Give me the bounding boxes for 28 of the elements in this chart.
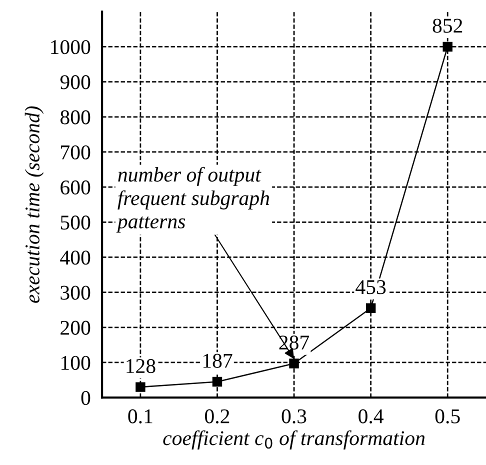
x-tick-label: 0.4 [358,409,384,424]
x-tick-label: 0.3 [282,409,306,424]
y-tick-label: 0 [81,390,90,406]
x-tick-label: 0.1 [128,409,152,424]
annotation: 187 [203,354,232,368]
y-tick-label: 900 [60,75,90,90]
point [136,382,146,392]
x-axis-title: coefficient c$_{0}$ of transformation [163,430,425,450]
y-tick-label: 800 [60,110,90,124]
y-axis-title: execution time (second) [24,106,44,303]
y-tick-label: 300 [60,286,90,300]
point [289,358,299,368]
y-tick-label: 200 [60,320,90,335]
y-tick-label: 1000 [51,40,90,54]
y-tick-label: 600 [60,180,90,194]
y-tick-label: 100 [62,356,90,370]
y-tick-label: 500 [60,216,90,230]
annotation: 852 [432,18,462,33]
point [366,303,376,313]
x-tick-label: 0.5 [435,409,460,424]
point [212,376,222,387]
y-tick-label: 400 [60,250,90,265]
point [442,42,452,52]
x-tick-label: 0.2 [205,409,230,424]
annotation: number of output frequent subgraph patterns [116,166,270,233]
annotation: 128 [126,359,156,374]
annotation: 453 [356,280,386,294]
y-tick-label: 700 [61,145,90,160]
